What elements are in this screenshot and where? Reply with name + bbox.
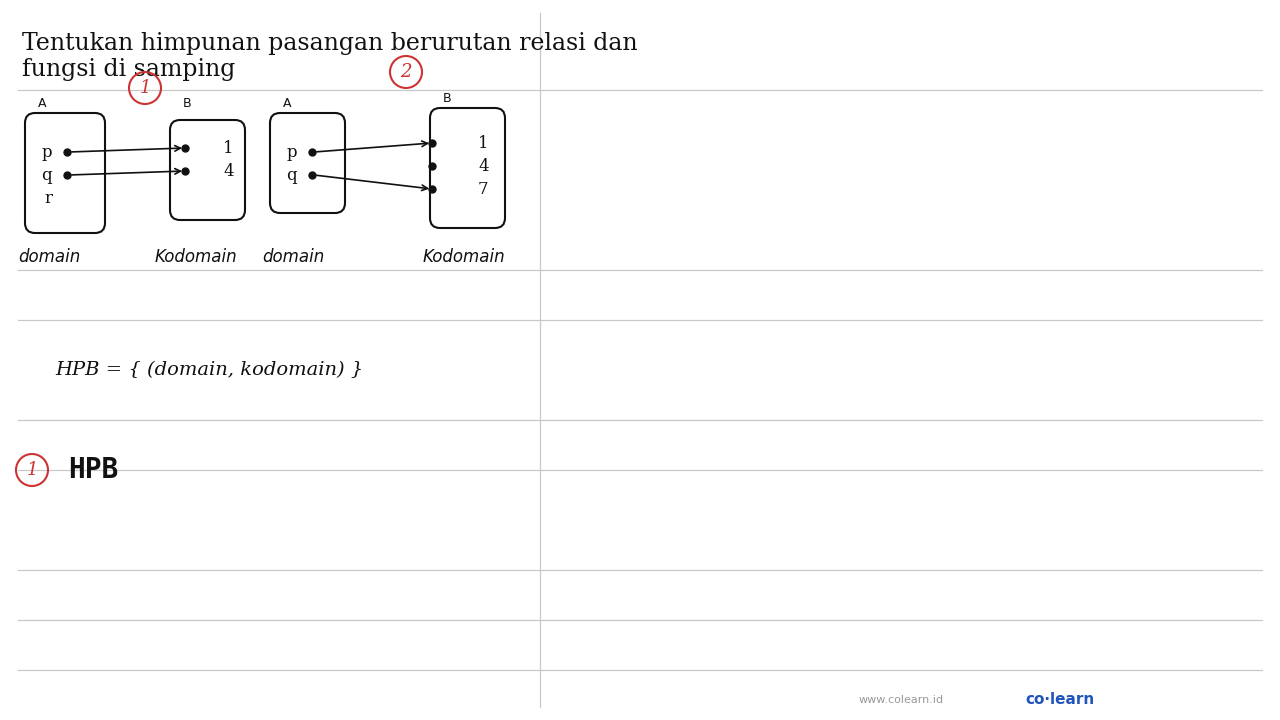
Text: q: q (41, 166, 52, 184)
FancyBboxPatch shape (26, 113, 105, 233)
Text: HPB = { (domain, kodomain) }: HPB = { (domain, kodomain) } (55, 361, 364, 379)
Text: fungsi di samping: fungsi di samping (22, 58, 236, 81)
Text: p: p (41, 143, 52, 161)
Text: co·learn: co·learn (1025, 693, 1094, 708)
Text: A: A (38, 97, 46, 110)
Text: domain: domain (18, 248, 81, 266)
Text: 1: 1 (223, 140, 234, 156)
Text: domain: domain (262, 248, 324, 266)
Text: r: r (44, 189, 52, 207)
Text: q: q (287, 166, 297, 184)
FancyBboxPatch shape (270, 113, 346, 213)
FancyBboxPatch shape (170, 120, 244, 220)
Text: B: B (183, 97, 192, 110)
Text: Tentukan himpunan pasangan berurutan relasi dan: Tentukan himpunan pasangan berurutan rel… (22, 32, 637, 55)
Text: 1: 1 (27, 461, 37, 479)
Text: B: B (443, 92, 452, 105)
Text: 1: 1 (477, 135, 489, 151)
Text: www.colearn.id: www.colearn.id (859, 695, 945, 705)
Text: 7: 7 (477, 181, 489, 197)
Text: 2: 2 (401, 63, 412, 81)
Text: A: A (283, 97, 292, 110)
Text: p: p (287, 143, 297, 161)
Text: 4: 4 (477, 158, 489, 174)
Text: HPB: HPB (68, 456, 118, 484)
Text: 4: 4 (223, 163, 234, 179)
Text: Kodomain: Kodomain (422, 248, 506, 266)
Text: Kodomain: Kodomain (155, 248, 238, 266)
FancyBboxPatch shape (430, 108, 506, 228)
Text: 1: 1 (140, 79, 151, 97)
